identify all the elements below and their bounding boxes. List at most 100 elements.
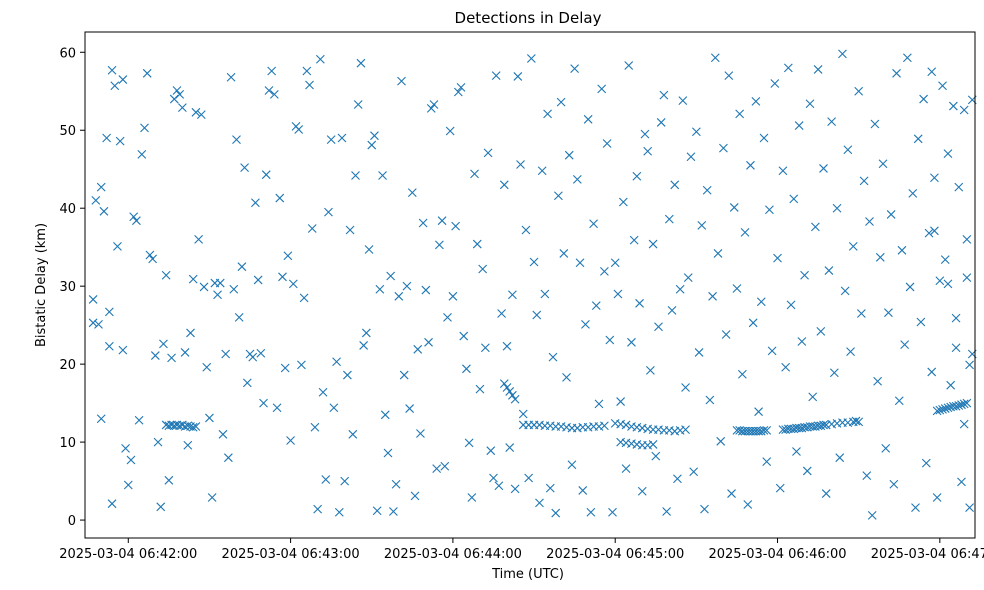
detection-marker <box>927 367 937 377</box>
detection-marker <box>935 405 945 415</box>
detection-marker <box>859 176 869 186</box>
detection-marker <box>838 49 847 59</box>
detection-marker <box>957 400 966 410</box>
detection-marker <box>551 508 561 518</box>
detection-marker <box>727 489 736 498</box>
detection-marker <box>194 235 204 244</box>
x-tick-label: 2025-03-04 06:43:00 <box>222 547 360 562</box>
detection-marker <box>207 493 217 502</box>
detection-marker <box>759 133 769 143</box>
detection-marker <box>326 135 336 144</box>
detection-marker <box>759 426 769 435</box>
detection-marker <box>278 272 287 282</box>
detection-marker <box>951 313 961 323</box>
detection-marker <box>96 414 106 424</box>
detection-marker <box>932 493 942 502</box>
detection-marker <box>548 352 558 362</box>
detection-marker <box>259 398 268 408</box>
detection-marker <box>159 339 168 349</box>
detection-marker <box>313 504 323 514</box>
detection-marker <box>462 364 471 374</box>
detection-marker <box>767 346 777 356</box>
detection-marker <box>951 401 961 411</box>
detection-marker <box>140 123 149 133</box>
detection-marker <box>191 107 201 117</box>
detection-marker <box>856 309 866 318</box>
detection-marker <box>142 68 152 78</box>
detection-marker <box>434 240 444 250</box>
detection-marker <box>410 491 420 501</box>
detection-marker <box>307 224 317 233</box>
detection-marker <box>732 284 742 293</box>
detection-marker <box>808 392 818 402</box>
detection-marker <box>161 270 171 280</box>
detection-marker <box>345 225 355 235</box>
detection-marker <box>370 131 379 141</box>
detection-marker <box>356 58 366 68</box>
detection-marker <box>521 225 531 235</box>
detection-marker <box>386 271 396 281</box>
detection-marker <box>570 64 580 74</box>
detection-marker <box>827 117 837 127</box>
detection-marker <box>710 53 720 63</box>
detection-marker <box>237 262 247 272</box>
detection-marker <box>348 429 358 439</box>
detection-marker <box>286 436 295 445</box>
detection-marker <box>792 447 801 456</box>
detection-marker <box>380 410 390 420</box>
detection-marker <box>337 133 347 143</box>
detection-marker <box>118 345 128 355</box>
detection-marker <box>575 258 585 268</box>
detection-marker <box>508 290 517 300</box>
detection-marker <box>962 273 972 282</box>
detection-marker <box>229 284 239 294</box>
detection-marker <box>302 66 312 76</box>
detection-marker <box>407 188 417 197</box>
detection-marker <box>662 507 671 516</box>
detection-marker <box>397 76 406 86</box>
detection-marker <box>645 365 655 375</box>
detection-marker <box>132 216 141 226</box>
detection-marker <box>453 87 463 97</box>
detection-marker <box>150 351 160 360</box>
detection-marker <box>91 196 101 205</box>
detection-marker <box>269 89 279 99</box>
detection-marker <box>405 404 415 413</box>
detection-marker <box>605 335 615 345</box>
x-tick-label: 2025-03-04 06:47:00 <box>871 547 984 562</box>
detection-marker <box>786 300 796 310</box>
detection-marker <box>843 145 853 155</box>
detection-marker <box>186 328 195 338</box>
detection-marker <box>800 270 809 280</box>
detection-marker <box>938 81 947 91</box>
detection-marker <box>88 295 98 304</box>
detection-marker <box>819 420 828 430</box>
detection-marker <box>315 54 325 64</box>
detection-marker <box>389 507 398 516</box>
detection-marker <box>740 227 750 237</box>
detection-marker <box>104 307 114 317</box>
detection-marker <box>608 507 617 517</box>
detection-marker <box>148 254 158 264</box>
detection-marker <box>713 249 723 258</box>
detection-marker <box>494 481 504 491</box>
detection-marker <box>180 348 190 357</box>
detection-marker <box>221 349 231 359</box>
detection-marker <box>943 403 953 413</box>
detection-marker <box>643 146 653 156</box>
detection-marker <box>94 319 103 329</box>
detection-marker <box>902 53 912 63</box>
detection-marker <box>724 71 734 81</box>
detection-marker <box>673 474 682 484</box>
detection-marker <box>681 383 690 392</box>
detection-marker <box>659 90 669 100</box>
detection-marker <box>862 471 872 481</box>
detection-marker <box>372 506 382 516</box>
detection-marker <box>532 310 542 320</box>
detection-marker <box>775 483 785 493</box>
detection-marker <box>416 429 425 438</box>
detection-marker <box>199 282 209 292</box>
detection-marker <box>824 266 834 275</box>
detection-marker <box>762 457 772 466</box>
